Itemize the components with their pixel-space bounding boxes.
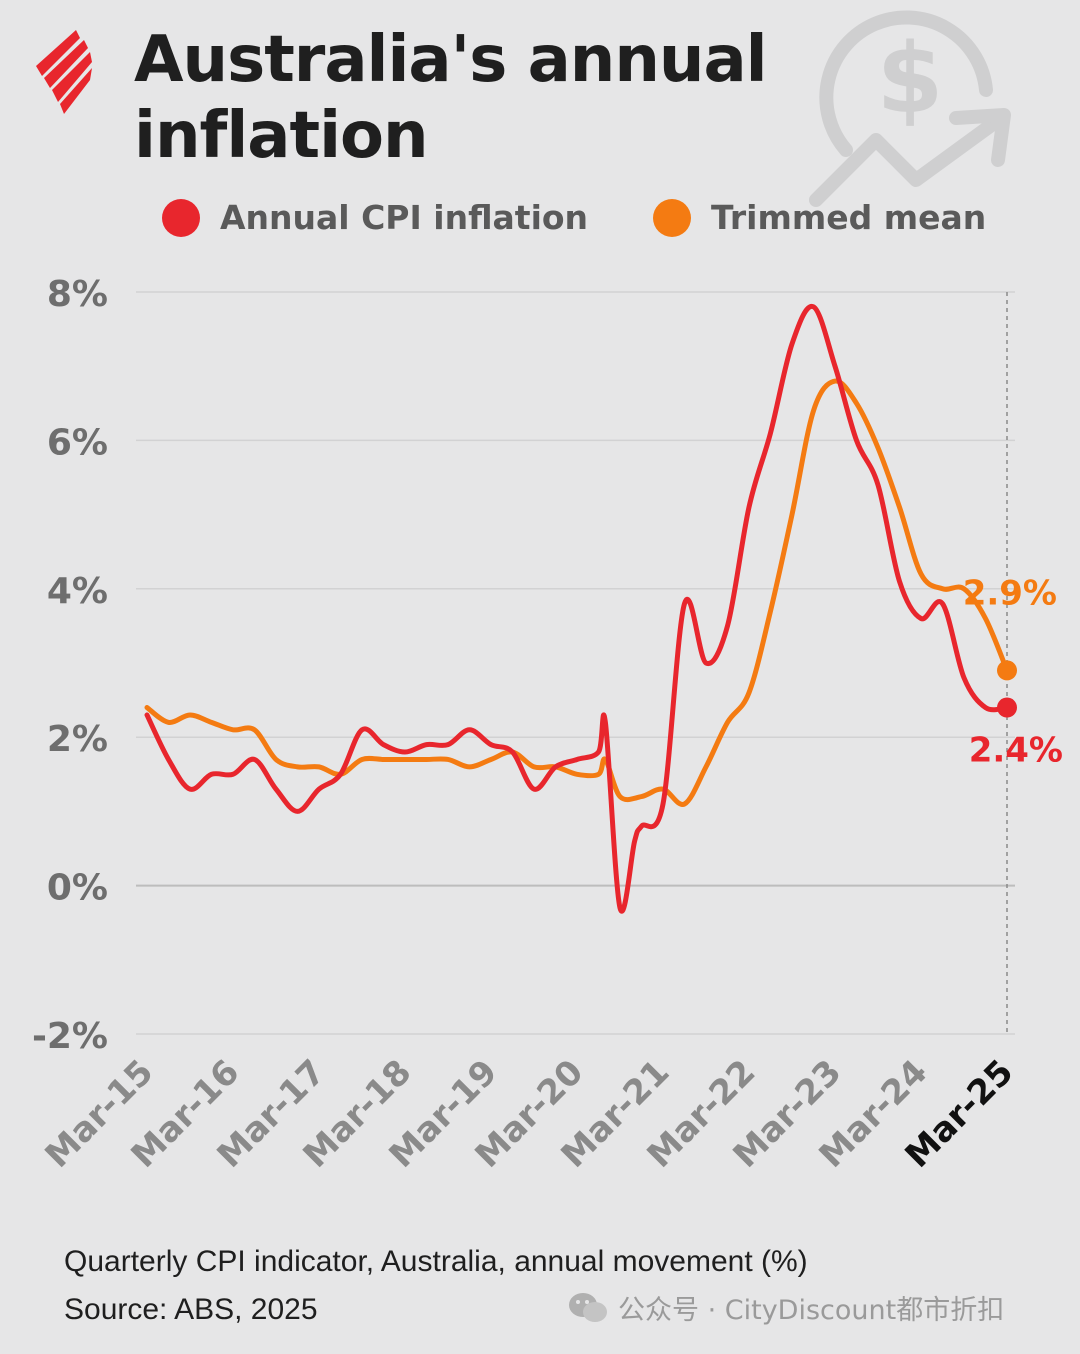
series-line-trimmed-mean xyxy=(144,378,1010,807)
end-point-trimmed-mean xyxy=(997,660,1017,681)
grid-lines xyxy=(136,291,1015,1035)
title-line-2: inflation xyxy=(134,99,429,173)
svg-text:$: $ xyxy=(877,23,944,135)
sbs-logo-icon xyxy=(36,30,92,114)
y-tick-label: 4% xyxy=(47,571,108,612)
y-tick-label: 2% xyxy=(47,719,108,760)
end-label-cpi: 2.4% xyxy=(969,731,1063,771)
y-axis-tick-labels: 8% 6% 4% 2% 0% -2% xyxy=(32,274,108,1057)
chart-source: Source: ABS, 2025 xyxy=(64,1293,318,1326)
dollar-growth-icon: $ xyxy=(809,10,1011,207)
legend-label-trimmed: Trimmed mean xyxy=(711,198,987,237)
end-label-trimmed-mean: 2.9% xyxy=(963,573,1057,613)
watermark: 公众号 · CityDiscount都市折扣 xyxy=(568,1288,1004,1327)
end-point-markers: 2.4% 2.9% xyxy=(963,573,1063,770)
legend-dot-cpi xyxy=(162,198,200,237)
x-axis-tick-labels: Mar-15Mar-16Mar-17Mar-18Mar-19Mar-20Mar-… xyxy=(38,1052,1022,1176)
legend-item-cpi: Annual CPI inflation xyxy=(162,198,588,237)
data-series xyxy=(144,304,1010,914)
series-line-cpi xyxy=(144,304,1010,914)
chart-footer: Quarterly CPI indicator, Australia, annu… xyxy=(64,1238,808,1334)
watermark-text: 公众号 · CityDiscount都市折扣 xyxy=(618,1295,1005,1326)
legend-item-trimmed: Trimmed mean xyxy=(653,198,986,237)
wechat-icon xyxy=(569,1292,607,1322)
legend-dot-trimmed xyxy=(653,198,691,237)
chart-legend: Annual CPI inflation Trimmed mean xyxy=(0,198,1080,258)
y-tick-label: 0% xyxy=(47,868,108,909)
y-tick-label: 6% xyxy=(47,422,108,463)
y-tick-label: 8% xyxy=(47,274,108,315)
chart-description: Quarterly CPI indicator, Australia, annu… xyxy=(64,1245,808,1278)
legend-label-cpi: Annual CPI inflation xyxy=(220,198,589,237)
y-tick-label: -2% xyxy=(32,1016,108,1057)
title-line-1: Australia's annual xyxy=(134,23,768,97)
page-title: Australia's annual inflation xyxy=(134,22,768,174)
end-point-cpi xyxy=(997,697,1017,718)
